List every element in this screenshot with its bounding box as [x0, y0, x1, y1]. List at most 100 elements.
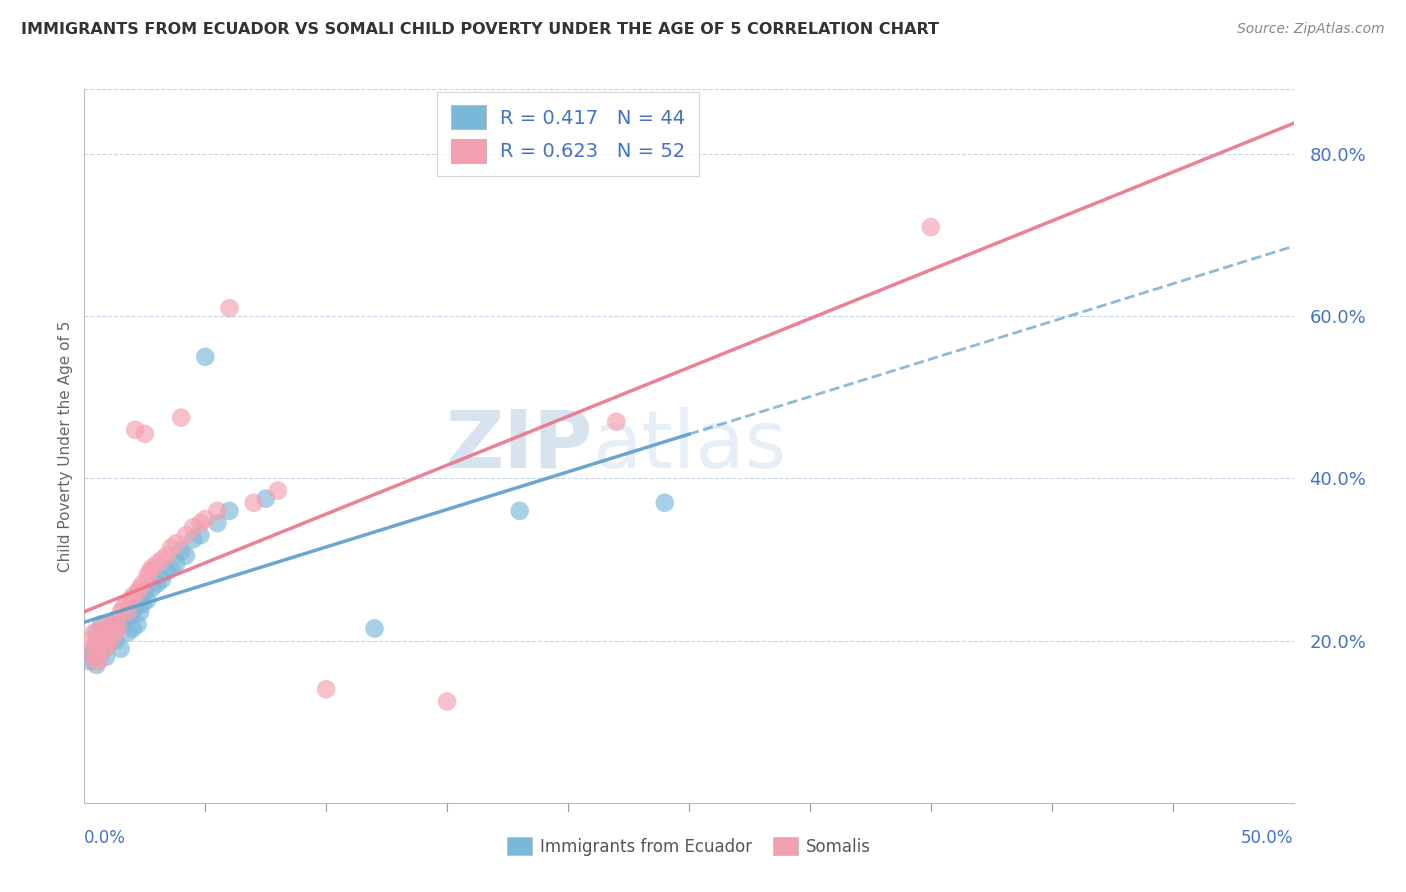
Point: [155, 549, 177, 563]
Text: IMMIGRANTS FROM ECUADOR VS SOMALI CHILD POVERTY UNDER THE AGE OF 5 CORRELATION C: IMMIGRANTS FROM ECUADOR VS SOMALI CHILD …: [21, 22, 939, 37]
Point: [86, 657, 108, 672]
Text: 50.0%: 50.0%: [1241, 829, 1294, 847]
Point: [509, 504, 531, 518]
Point: [131, 577, 153, 591]
Point: [87, 633, 110, 648]
Point: [93, 641, 115, 656]
Point: [100, 630, 122, 644]
Point: [138, 565, 160, 579]
Point: [194, 512, 217, 526]
Point: [97, 617, 120, 632]
Point: [181, 533, 204, 547]
Point: [920, 220, 942, 235]
Text: Source: ZipAtlas.com: Source: ZipAtlas.com: [1237, 22, 1385, 37]
Point: [83, 654, 105, 668]
Point: [121, 589, 143, 603]
Point: [315, 682, 337, 697]
Point: [127, 617, 149, 632]
Point: [155, 565, 177, 579]
Point: [254, 491, 277, 506]
Point: [121, 622, 143, 636]
Text: ZIP: ZIP: [444, 407, 592, 485]
Point: [83, 641, 105, 656]
Point: [117, 625, 139, 640]
Point: [104, 633, 127, 648]
Point: [363, 622, 385, 636]
Point: [114, 597, 136, 611]
Point: [146, 577, 169, 591]
Point: [97, 625, 120, 640]
Point: [90, 622, 112, 636]
Point: [190, 528, 212, 542]
Point: [267, 483, 290, 498]
Point: [174, 528, 197, 542]
Point: [654, 496, 676, 510]
Point: [103, 622, 125, 636]
Point: [112, 601, 135, 615]
Point: [170, 544, 193, 558]
Point: [160, 560, 183, 574]
Point: [77, 633, 100, 648]
Point: [90, 617, 112, 632]
Point: [174, 549, 197, 563]
Point: [218, 301, 240, 315]
Point: [141, 560, 163, 574]
Point: [165, 536, 187, 550]
Point: [103, 617, 125, 632]
Point: [207, 516, 229, 530]
Point: [129, 605, 152, 619]
Point: [90, 633, 112, 648]
Point: [80, 649, 103, 664]
Point: [190, 516, 212, 530]
Point: [104, 613, 127, 627]
Point: [218, 504, 240, 518]
Text: 0.0%: 0.0%: [84, 829, 127, 847]
Point: [436, 694, 458, 708]
Point: [124, 423, 146, 437]
Point: [94, 649, 117, 664]
Point: [136, 593, 159, 607]
Point: [97, 638, 120, 652]
Y-axis label: Child Poverty Under the Age of 5: Child Poverty Under the Age of 5: [58, 320, 73, 572]
Point: [87, 646, 110, 660]
Point: [94, 638, 117, 652]
Point: [242, 496, 264, 510]
Point: [136, 568, 159, 582]
Point: [120, 609, 142, 624]
Point: [110, 605, 132, 619]
Point: [194, 350, 217, 364]
Point: [80, 646, 103, 660]
Point: [165, 557, 187, 571]
Point: [87, 654, 110, 668]
Point: [86, 633, 108, 648]
Text: atlas: atlas: [592, 407, 786, 485]
Point: [93, 641, 115, 656]
Point: [150, 573, 173, 587]
Point: [93, 625, 115, 640]
Point: [127, 585, 149, 599]
Point: [605, 415, 627, 429]
Point: [107, 622, 129, 636]
Point: [170, 410, 193, 425]
Point: [141, 581, 163, 595]
Point: [150, 552, 173, 566]
Point: [207, 504, 229, 518]
Point: [181, 520, 204, 534]
Legend: Immigrants from Ecuador, Somalis: Immigrants from Ecuador, Somalis: [501, 830, 877, 863]
Point: [129, 581, 152, 595]
Point: [86, 625, 108, 640]
Point: [110, 641, 132, 656]
Point: [77, 654, 100, 668]
Point: [120, 593, 142, 607]
Point: [83, 625, 105, 640]
Point: [124, 601, 146, 615]
Point: [134, 585, 156, 599]
Point: [160, 541, 183, 555]
Point: [107, 622, 129, 636]
Point: [114, 613, 136, 627]
Point: [131, 597, 153, 611]
Point: [90, 646, 112, 660]
Point: [146, 557, 169, 571]
Point: [117, 605, 139, 619]
Point: [112, 617, 135, 632]
